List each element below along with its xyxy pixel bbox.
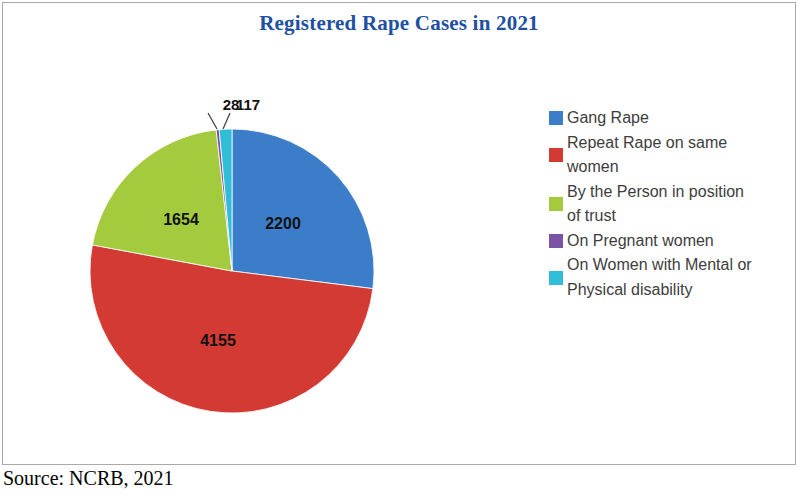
legend-item-repeat-rape: Repeat Rape on same women — [549, 131, 781, 180]
data-label-person-in-trust: 1654 — [163, 211, 199, 229]
legend-label-person-in-trust: By the Person in position of trust — [567, 180, 744, 229]
legend-swatch-pregnant-women — [549, 234, 563, 248]
legend-label-repeat-rape: Repeat Rape on same women — [567, 131, 727, 180]
legend-swatch-gang-rape — [549, 111, 563, 125]
legend-label-pregnant-women: On Pregnant women — [567, 229, 714, 254]
legend: Gang Rape Repeat Rape on same women By t… — [549, 106, 781, 302]
leader-line-pregnant-women — [208, 113, 217, 129]
chart-frame: Registered Rape Cases in 2021 2200 4155 … — [2, 2, 796, 465]
legend-label-gang-rape: Gang Rape — [567, 106, 649, 131]
legend-label-mental-physical-disability: On Women with Mental or Physical disabil… — [567, 253, 752, 302]
data-label-repeat-rape: 4155 — [200, 332, 236, 350]
source-note: Source: NCRB, 2021 — [3, 467, 174, 490]
legend-item-pregnant-women: On Pregnant women — [549, 229, 781, 254]
legend-item-gang-rape: Gang Rape — [549, 106, 781, 131]
legend-swatch-repeat-rape — [549, 148, 563, 162]
legend-swatch-person-in-trust — [549, 197, 563, 211]
data-label-gang-rape: 2200 — [265, 215, 301, 233]
pie-slice-gang-rape — [232, 129, 374, 289]
legend-item-mental-physical-disability: On Women with Mental or Physical disabil… — [549, 253, 781, 302]
data-label-mental-physical-disability: 117 — [236, 96, 260, 113]
legend-swatch-mental-physical-disability — [549, 271, 563, 285]
leader-line-mental-physical-disability — [223, 113, 230, 129]
pie-slices-group — [90, 129, 374, 413]
legend-item-person-in-trust: By the Person in position of trust — [549, 180, 781, 229]
